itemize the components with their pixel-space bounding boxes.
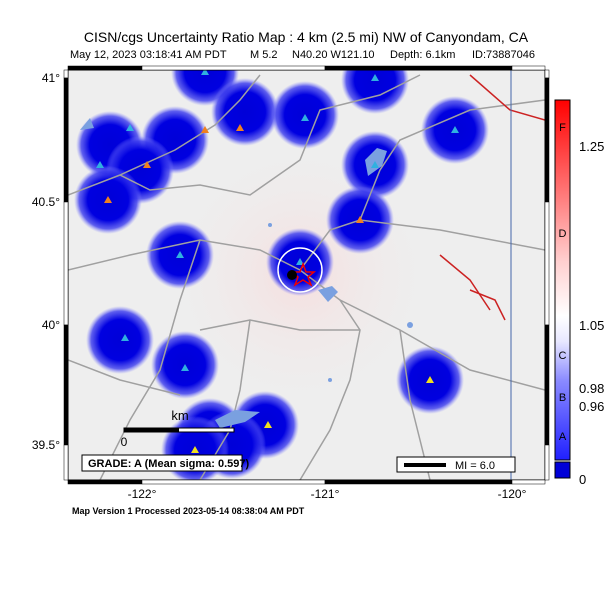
station [121, 334, 129, 341]
lakes [80, 118, 413, 428]
frame-tick [544, 69, 550, 79]
station [371, 74, 379, 81]
station [451, 126, 459, 133]
frame-tick [141, 479, 326, 485]
frame-tick [544, 444, 550, 481]
lat-label: 41° [42, 71, 60, 85]
frame-tick [511, 65, 546, 71]
station [126, 124, 134, 131]
station [426, 376, 434, 383]
station [104, 196, 112, 203]
title: CISN/cgs Uncertainty Ratio Map : 4 km (2… [84, 29, 529, 45]
faults [439, 74, 545, 321]
frame-tick [63, 69, 69, 79]
grade-letter: A [559, 431, 567, 443]
frame-tick [324, 479, 513, 485]
scale-zero: 0 [121, 435, 128, 449]
station [264, 421, 272, 428]
frame-tick [544, 324, 550, 446]
station [181, 364, 189, 371]
epicenter-ring [277, 247, 323, 293]
lon-labels: -122° -121° -120° [128, 487, 527, 501]
frame-tick [67, 65, 143, 71]
lat-label: 40.5° [32, 195, 60, 209]
subtitle-loc: N40.20 W121.10 [292, 49, 375, 61]
frame-tick [511, 479, 546, 485]
frame-tick [141, 65, 326, 71]
colorbar: F D C B A 1.25 1.05 0.98 0.96 0 [554, 99, 604, 487]
station [301, 114, 309, 121]
scale-unit: km [171, 408, 188, 423]
grade-letter: D [559, 228, 567, 240]
grade-letter: B [559, 392, 566, 404]
frame-ticks [63, 65, 550, 485]
map [68, 70, 545, 480]
frame-tick [544, 201, 550, 326]
station [176, 251, 184, 258]
colorbar-label: 1.05 [579, 318, 604, 333]
station [371, 161, 379, 168]
stations [96, 70, 459, 453]
colorbar-label: 0.98 [579, 381, 604, 396]
station [191, 446, 199, 453]
subtitle-date: May 12, 2023 03:18:41 AM PDT [70, 49, 227, 61]
lat-label: 40° [42, 318, 60, 332]
frame-tick [63, 324, 69, 446]
subtitle-depth: Depth: 6.1km [390, 49, 455, 61]
colorbar-label: 1.25 [579, 139, 604, 154]
frame-tick [63, 77, 69, 203]
event [287, 270, 297, 280]
station [96, 161, 104, 168]
lon-label: -122° [128, 487, 157, 501]
lon-label: -120° [498, 487, 527, 501]
grade-letter: F [559, 122, 566, 134]
colorbar-label: 0 [579, 472, 586, 487]
scale-bar: km 0 [121, 408, 235, 449]
legend-box [396, 456, 516, 473]
station [201, 70, 209, 75]
station-area [211, 78, 279, 146]
frame-tick [63, 201, 69, 326]
frame-tick [67, 479, 143, 485]
station-area [86, 306, 154, 374]
grade-letter: C [559, 350, 567, 362]
subtitle-id: ID:73887046 [472, 49, 535, 61]
subtitle-mag: M 5.2 [250, 49, 278, 61]
scale-bar-fill [124, 428, 179, 432]
frame-tick [63, 444, 69, 481]
frame-tick [324, 65, 513, 71]
colorbar-zero [554, 461, 571, 479]
station [296, 258, 304, 265]
station [236, 124, 244, 131]
legend-text: MI = 6.0 [455, 460, 495, 472]
station [143, 161, 151, 168]
subtitle: May 12, 2023 03:18:41 AM PDT M 5.2 N40.2… [70, 49, 535, 61]
grade-box [81, 454, 243, 472]
station [201, 126, 209, 133]
colorbar-rect [554, 99, 571, 461]
lat-labels: 41° 40.5° 40° 39.5° [32, 71, 60, 452]
lon-label: -121° [311, 487, 340, 501]
frame-tick [544, 77, 550, 203]
station-area [341, 70, 409, 114]
lat-label: 39.5° [32, 438, 60, 452]
colorbar-label: 0.96 [579, 399, 604, 414]
station [356, 216, 364, 223]
grade: GRADE: A (Mean sigma: 0.597) [88, 458, 250, 470]
footer: Map Version 1 Processed 2023-05-14 08:38… [72, 506, 305, 516]
